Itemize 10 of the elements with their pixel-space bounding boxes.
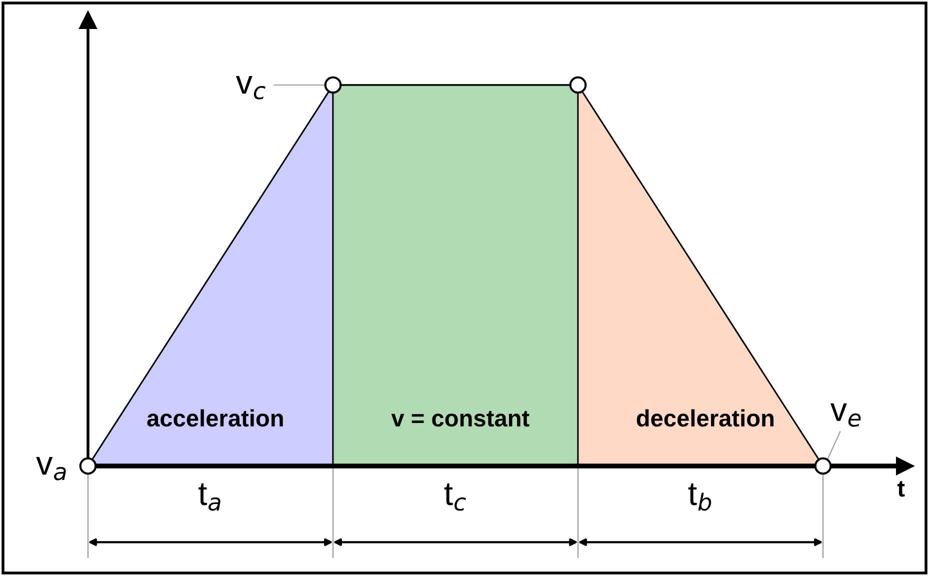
annotation: v$_{c}$	[236, 76, 266, 100]
annotation: v$_{e}$	[830, 403, 861, 427]
text: t$_{a}$	[198, 483, 220, 511]
series-label: v = constant	[391, 410, 530, 427]
series-label: deceleration	[636, 409, 774, 427]
series-label: acceleration	[147, 409, 283, 427]
text: t$_{b}$	[688, 483, 712, 511]
text: v$_{a}$	[36, 456, 66, 480]
x-axis-title: t	[897, 481, 905, 497]
text: t$_{c}$	[444, 483, 466, 511]
